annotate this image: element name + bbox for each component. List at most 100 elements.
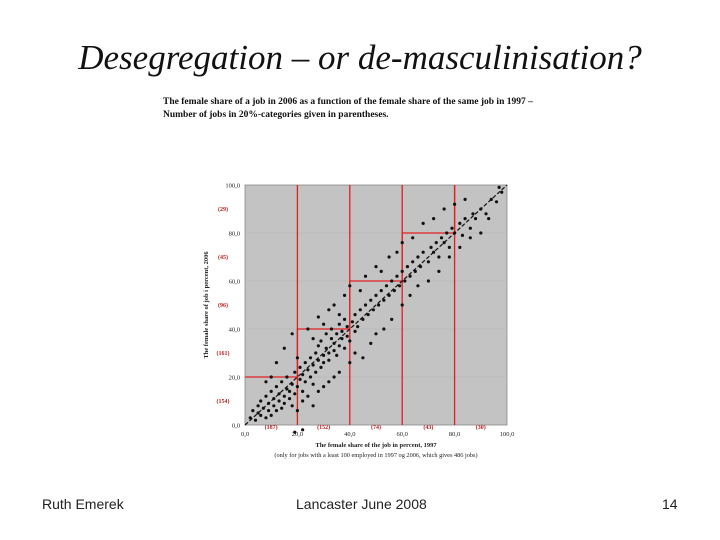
data-point xyxy=(387,255,391,259)
data-point xyxy=(327,351,331,355)
data-point xyxy=(264,380,268,384)
data-point xyxy=(293,430,297,434)
x-tick-label: 20,0 xyxy=(292,431,303,438)
x-tick-label: 100,0 xyxy=(500,431,515,438)
data-point xyxy=(332,303,336,307)
data-point xyxy=(322,361,326,365)
diagonal-line xyxy=(244,184,508,426)
data-point xyxy=(348,284,352,288)
data-point xyxy=(264,416,268,420)
data-point xyxy=(363,303,368,307)
data-point xyxy=(295,356,299,360)
data-point xyxy=(282,394,286,398)
data-point xyxy=(272,397,276,401)
data-point xyxy=(274,409,279,413)
data-point xyxy=(266,401,271,405)
data-point xyxy=(348,339,352,343)
data-point xyxy=(447,255,451,259)
data-point xyxy=(453,231,457,235)
data-point xyxy=(489,197,493,201)
data-point xyxy=(280,380,284,384)
y-tick-label: 80,0 xyxy=(229,231,240,238)
data-point xyxy=(353,351,357,355)
data-point xyxy=(358,289,362,293)
data-point xyxy=(327,358,331,362)
data-point xyxy=(494,200,499,204)
data-point xyxy=(322,353,326,357)
data-point xyxy=(497,185,501,189)
data-point xyxy=(256,404,260,408)
data-point xyxy=(303,361,307,365)
data-point xyxy=(437,269,441,273)
data-point xyxy=(332,349,336,353)
data-point xyxy=(308,356,313,360)
data-point xyxy=(453,202,457,206)
data-point xyxy=(432,250,436,254)
data-point xyxy=(342,317,347,321)
data-point xyxy=(259,413,263,417)
data-point xyxy=(411,236,415,240)
data-point xyxy=(298,365,302,369)
data-point xyxy=(319,339,323,343)
data-point xyxy=(282,401,286,405)
data-point xyxy=(298,377,302,381)
data-point xyxy=(269,413,273,417)
data-point xyxy=(356,325,360,329)
page-number: 14 xyxy=(662,496,678,512)
data-point xyxy=(392,289,396,293)
data-point xyxy=(463,197,467,201)
data-point xyxy=(471,212,475,216)
data-point xyxy=(337,344,341,348)
data-point xyxy=(329,337,334,341)
data-point xyxy=(306,327,310,331)
data-point xyxy=(382,298,386,302)
data-point xyxy=(429,245,433,249)
data-point xyxy=(319,365,323,369)
data-point xyxy=(248,416,252,420)
data-point xyxy=(293,370,297,374)
data-point xyxy=(261,406,265,410)
data-point xyxy=(290,404,294,408)
y-tick-label: 60,0 xyxy=(229,279,240,286)
x-tick-label: 80,0 xyxy=(449,431,460,438)
data-point xyxy=(277,399,281,403)
data-point xyxy=(450,226,454,230)
data-point xyxy=(479,207,483,211)
data-point xyxy=(332,341,336,345)
data-point xyxy=(316,315,320,319)
data-point xyxy=(458,245,462,249)
data-point xyxy=(395,274,399,278)
y-axis-label: The female share of job i percent, 2006 xyxy=(203,251,210,359)
data-point xyxy=(439,236,444,240)
data-point xyxy=(337,370,341,374)
data-point xyxy=(447,245,451,249)
data-point xyxy=(416,284,420,288)
data-point xyxy=(303,380,307,384)
data-point xyxy=(316,389,320,393)
data-point xyxy=(377,303,381,307)
data-point xyxy=(345,325,349,329)
data-point xyxy=(324,346,328,350)
data-point xyxy=(350,320,355,324)
caption-line-2: Number of jobs in 20%-categories given i… xyxy=(163,110,389,120)
slide-title: Desegregation – or de-masculinisation? xyxy=(78,38,642,77)
y-category-count: (45) xyxy=(218,254,228,261)
y-category-count: (96) xyxy=(218,302,228,309)
x-category-count: (43) xyxy=(423,424,433,431)
data-point xyxy=(458,221,462,225)
data-point xyxy=(308,375,313,379)
data-point xyxy=(311,404,315,408)
data-point xyxy=(411,260,415,264)
data-point xyxy=(290,332,294,336)
x-tick-label: 60,0 xyxy=(397,431,408,438)
data-point xyxy=(345,334,349,338)
data-point xyxy=(369,341,373,345)
data-point xyxy=(403,279,407,283)
data-point xyxy=(316,358,320,362)
data-point xyxy=(400,303,404,307)
data-point xyxy=(327,308,331,312)
data-point xyxy=(426,260,430,264)
data-point xyxy=(487,217,491,221)
data-point xyxy=(371,308,375,312)
data-point xyxy=(384,284,389,288)
